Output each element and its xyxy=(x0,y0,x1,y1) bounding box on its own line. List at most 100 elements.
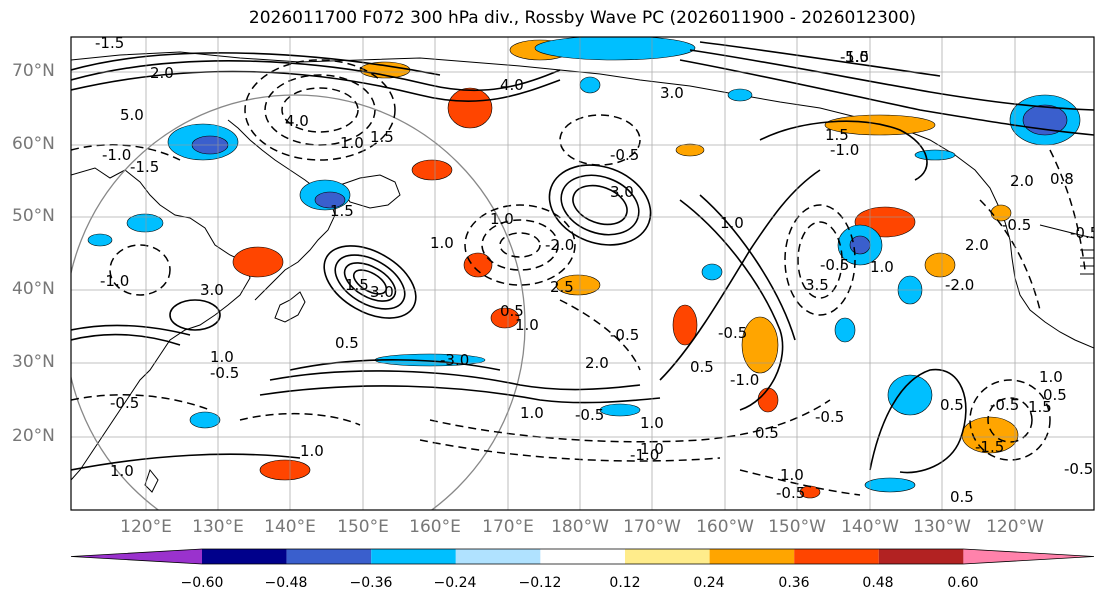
lon-label-140w: 140°W xyxy=(841,517,899,537)
colorbar-tick: 0.36 xyxy=(778,575,810,591)
contour-label: 5.0 xyxy=(120,106,144,124)
contour-label: 5.0 xyxy=(845,48,869,66)
colorbar-tick: −0.12 xyxy=(518,575,562,591)
contour-label: 3.0 xyxy=(370,283,394,301)
colorbar-bin xyxy=(286,549,372,564)
contour-label: -0.5 xyxy=(776,484,805,502)
lat-label-50n: 50°N xyxy=(12,206,55,226)
contour-label: 1.0 xyxy=(720,214,744,232)
solid-contours xyxy=(71,41,1094,474)
contour-label: -1.0 xyxy=(630,446,659,464)
contour-label: 0.5 xyxy=(1043,386,1067,404)
colorbar-tick: −0.36 xyxy=(349,575,393,591)
lat-label-30n: 30°N xyxy=(12,352,55,372)
colorbar-bin xyxy=(371,549,456,564)
contour-label: 1.5 xyxy=(1028,398,1052,416)
contour-label: -2.0 xyxy=(545,236,574,254)
contour-label: -1.0 xyxy=(100,272,129,290)
contour-label: 1.0 xyxy=(340,134,364,152)
colorbar-tick: −0.48 xyxy=(264,575,308,591)
contour-label: -0.5 xyxy=(820,256,849,274)
contour-label: 3.0 xyxy=(610,183,634,201)
contour-label: 1.0 xyxy=(520,404,544,422)
lat-label-70n: 70°N xyxy=(12,61,55,81)
colorbar-bin xyxy=(878,549,964,564)
contour-label: -1.5 xyxy=(975,438,1004,456)
colorbar-tick: 0.12 xyxy=(609,575,641,591)
colorbar-bin xyxy=(709,549,795,564)
contour-label: 1.5 xyxy=(345,276,369,294)
contour-label: -1.5 xyxy=(95,34,124,52)
colorbar-bin xyxy=(202,549,287,564)
contour-label: 3.5 xyxy=(805,276,829,294)
contour-label: 3.0 xyxy=(660,84,684,102)
colorbar-outline xyxy=(70,548,1095,565)
contour-label: -1.5 xyxy=(130,158,159,176)
contour-label: -0.5 xyxy=(1002,216,1031,234)
colorbar-bin xyxy=(625,549,710,564)
contour-label: 2.0 xyxy=(150,64,174,82)
lon-label-130w: 130°W xyxy=(913,517,971,537)
contour-label: -0.5 xyxy=(210,364,239,382)
contour-label: -0.5 xyxy=(990,396,1019,414)
colorbar-tick: 0.24 xyxy=(693,575,725,591)
colorbar-tick: −0.60 xyxy=(180,575,224,591)
contour-label: 0.5 xyxy=(755,424,779,442)
lon-label-170e: 170°E xyxy=(482,517,534,537)
contour-label: -1.0 xyxy=(102,146,131,164)
contour-label: 1.0 xyxy=(515,316,539,334)
contour-label: -0.5 xyxy=(575,406,604,424)
lon-label-140e: 140°E xyxy=(264,517,316,537)
contour-label: -1.5 xyxy=(840,48,869,66)
colorbar-bin xyxy=(794,549,879,564)
contour-label: -0.5 xyxy=(1064,460,1093,478)
contour-label: 1.5 xyxy=(330,202,354,220)
range-circle xyxy=(71,94,526,510)
contour-label: -3.0 xyxy=(440,351,469,369)
contour-label: 1.0 xyxy=(640,440,664,458)
contour-label: -1.0 xyxy=(730,371,759,389)
divergence-shading xyxy=(87,37,1081,499)
contour-label: -0.5 xyxy=(718,324,747,342)
lat-label-60n: 60°N xyxy=(12,134,55,154)
contour-label: 1.0 xyxy=(780,466,804,484)
lon-label-160w: 160°W xyxy=(696,517,754,537)
colorbar-tick: 0.48 xyxy=(862,575,894,591)
contour-label: 1.5 xyxy=(370,128,394,146)
map-title: 2026011700 F072 300 hPa div., Rossby Wav… xyxy=(248,8,917,28)
contour-label: 2.0 xyxy=(1010,172,1034,190)
lon-label-150w: 150°W xyxy=(768,517,826,537)
contour-label: 1.5 xyxy=(825,126,849,144)
contour-label: 0.5 xyxy=(690,358,714,376)
contour-label: 0.5 xyxy=(950,488,974,506)
contour-labels: -1.55.0-1.02.01.01.51.00.54.01.5-3.03.01… xyxy=(95,34,1099,506)
contour-label: 1.0 xyxy=(490,210,514,228)
contour-label: -0.5 xyxy=(610,326,639,344)
graticule xyxy=(71,37,1094,510)
contour-label: 1.0 xyxy=(1039,368,1063,386)
lon-label-150e: 150°E xyxy=(337,517,389,537)
lon-label-120e: 120°E xyxy=(120,517,172,537)
contour-label: -2.0 xyxy=(945,276,974,294)
contour-label: 0.5 xyxy=(940,396,964,414)
contour-label: -0.5 xyxy=(610,146,639,164)
contour-label: 0.5 xyxy=(335,334,359,352)
contour-label: 2.5 xyxy=(550,278,574,296)
contour-label: 1.0 xyxy=(640,414,664,432)
lon-label-180w: 180°W xyxy=(551,517,609,537)
lon-label-130e: 130°E xyxy=(192,517,244,537)
lon-label-120w: 120°W xyxy=(986,517,1044,537)
contour-label: 1.0 xyxy=(210,348,234,366)
colorbar-tick: −0.24 xyxy=(433,575,477,591)
lon-label-160e: 160°E xyxy=(409,517,461,537)
contour-label: 0.8 xyxy=(1050,170,1074,188)
contour-label: 1.0 xyxy=(110,462,134,480)
map-panel: -1.55.0-1.02.01.01.51.00.54.01.5-3.03.01… xyxy=(71,34,1099,510)
contour-label: -0.5 xyxy=(815,408,844,426)
contour-label: -0.5 xyxy=(1070,224,1099,242)
colorbar-bin xyxy=(963,549,1094,564)
contour-label: 1.0 xyxy=(430,234,454,252)
colorbar xyxy=(70,548,1095,565)
contour-label: 4.0 xyxy=(500,76,524,94)
